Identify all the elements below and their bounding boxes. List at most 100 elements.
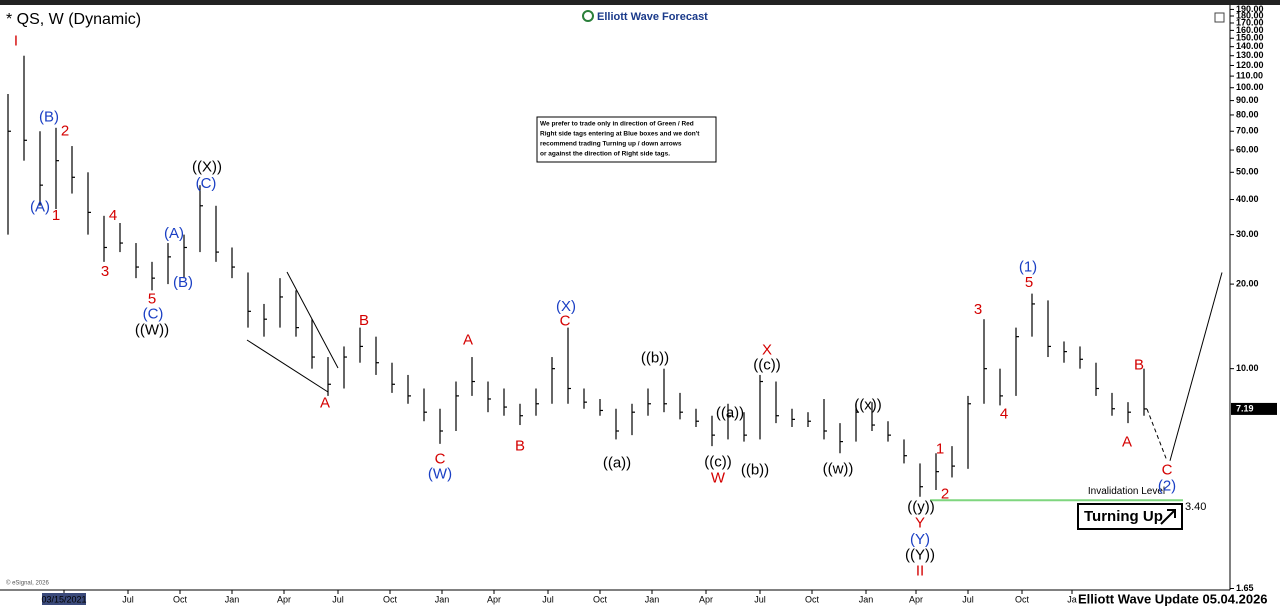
x-tick-label: Jul [962,594,974,604]
wave-label: (C) [196,175,217,192]
signal-arrow [1160,509,1176,525]
wave-label: (X) [556,298,576,315]
wave-label: ((c)) [704,454,731,471]
signal-box [1077,503,1183,530]
wave-label: C [560,313,571,330]
y-tick-label: 120.00 [1236,60,1264,70]
y-tick-label: 30.00 [1236,229,1259,239]
wave-label: ((c)) [753,357,780,374]
wave-label: (Y) [910,531,930,548]
wave-label: ((b)) [741,461,769,478]
wave-label: ((X)) [192,159,222,176]
wave-label: (C) [143,305,164,322]
y-tick-label: 190.00 [1236,4,1264,14]
top-bar [0,0,1280,5]
wave-label: 4 [1000,406,1008,423]
wave-label: 1 [936,441,944,458]
wave-label: 1 [52,207,60,224]
x-tick-label: Jan [645,594,660,604]
y-tick-label: 130.00 [1236,50,1264,60]
plot: 190.00180.00170.00160.00150.00140.00130.… [7,4,1277,605]
invalidation-label: Invalidation Level [1088,486,1165,497]
note-line: or against the direction of Right side t… [540,151,670,158]
x-tick-label: 03/15/2021 [41,594,86,604]
wave-label: I [14,33,18,50]
x-tick-label: Oct [593,594,608,604]
y-tick-label: 20.00 [1236,278,1259,288]
x-tick-label: Apr [277,594,291,604]
wave-label: ((Y)) [905,547,935,564]
wave-label: ((x)) [854,397,881,414]
note-box [536,116,717,163]
x-tick-label: Oct [805,594,820,604]
x-tick-label: Jul [542,594,554,604]
wave-label: (1) [1019,259,1037,276]
wave-label: ((b)) [641,350,669,367]
y-tick-label: 110.00 [1236,70,1263,80]
x-tick-label: Jan [225,594,240,604]
wave-label: ((a)) [716,405,744,422]
x-tick-label: Apr [487,594,501,604]
wave-label: W [711,470,726,487]
note-line: recommend trading Turning up / down arro… [540,141,682,148]
wave-label: C [435,451,446,468]
y-tick-label: 170.00 [1236,17,1264,27]
y-tick-label: 1.65 [1236,583,1254,593]
wave-label: X [762,342,772,359]
wave-label: Y [915,515,925,532]
y-tick-label: 80.00 [1236,109,1259,119]
x-tick-label: Jan [435,594,450,604]
x-tick-label: Jul [754,594,766,604]
price-tag: 7.19 [1236,403,1254,413]
wave-label: B [359,312,369,329]
chart-title: * QS, W (Dynamic) [6,11,141,28]
x-tick-label: Apr [909,594,923,604]
projection-dashed [1146,408,1168,461]
wave-label: A [463,331,473,348]
wave-label: 5 [148,291,156,308]
wedge-line [246,339,329,393]
logo-icon [582,10,594,22]
footer: Elliott Wave Update 05.04.2026 [1078,591,1268,606]
wave-label: II [916,562,924,579]
y-tick-label: 70.00 [1236,126,1259,136]
wave-label: (B) [39,109,59,126]
projection-line [1169,272,1223,461]
y-tick-label: 180.00 [1236,10,1264,20]
wave-label: ((y)) [907,499,934,516]
invalidation-value: 3.40 [1185,501,1206,513]
wave-label: (A) [30,199,50,216]
wave-label: 3 [101,263,109,280]
wave-label: ((a)) [603,455,631,472]
x-tick-label: Apr [699,594,713,604]
wave-label: A [320,395,330,412]
signal-text: Turning Up [1084,508,1163,525]
x-tick-label: Oct [173,594,188,604]
x-tick-label: Jan [859,594,874,604]
y-tick-label: 50.00 [1236,167,1259,177]
wave-label: (2) [1158,478,1176,495]
wave-label: ((w)) [823,461,854,478]
x-tick-label: Jul [332,594,344,604]
wave-label: A [1122,434,1132,451]
y-tick-label: 150.00 [1236,33,1264,43]
x-tick-label: Oct [1015,594,1030,604]
y-tick-label: 90.00 [1236,95,1259,105]
wave-label: C [1162,461,1173,478]
wave-label: (A) [164,225,184,242]
wave-label: (B) [173,274,193,291]
y-tick-label: 10.00 [1236,363,1259,373]
y-tick-label: 100.00 [1236,82,1264,92]
x-tick-label: Jul [122,594,134,604]
date-cursor-box [42,593,86,605]
wave-label: 4 [109,207,117,224]
wave-label: 2 [61,123,69,140]
toolbar-icon [1214,12,1225,23]
x-tick-label: Oct [383,594,398,604]
brand-logo: Elliott Wave Forecast [582,10,708,23]
brand-text: Elliott Wave Forecast [597,11,708,23]
copyright: © eSignal, 2026 [6,580,49,587]
price-tag-box [1231,402,1277,415]
